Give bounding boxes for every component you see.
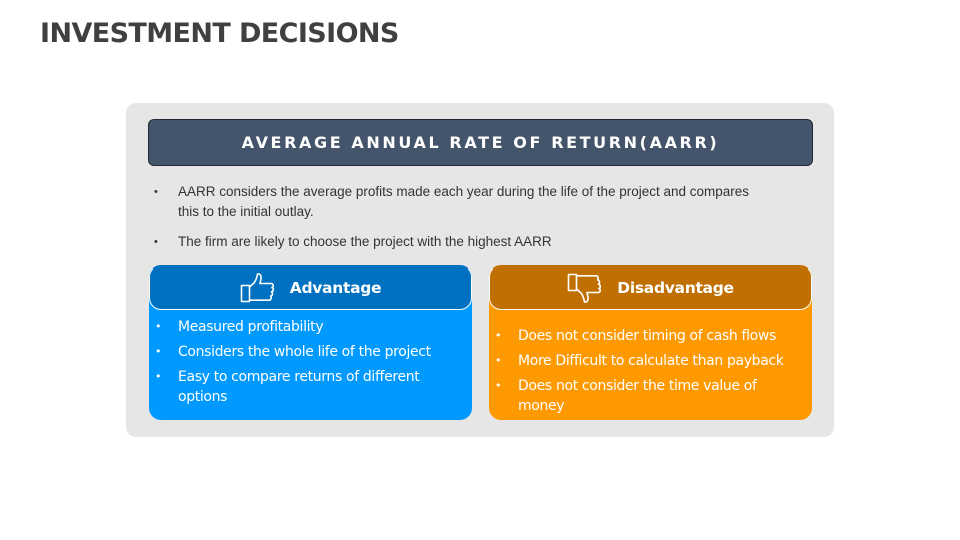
intro-bullet-text: AARR considers the average profits made … [178,184,750,219]
bullet-icon: • [495,379,502,392]
thumbs-up-icon [240,272,276,304]
advantage-card: Advantage • Measured profitability • Con… [149,265,472,420]
disadvantage-item-text: More Difficult to calculate than payback [518,353,784,369]
disadvantage-item: • More Difficult to calculate than payba… [489,351,812,371]
bullet-icon: • [154,186,158,198]
disadvantage-item-text: Does not consider timing of cash flows [518,328,776,344]
intro-bullet-item: • AARR considers the average profits mad… [152,182,772,222]
disadvantage-title: Disadvantage [617,278,734,297]
section-header-bar: AVERAGE ANNUAL RATE OF RETURN(AARR) [148,119,813,166]
disadvantage-card: Disadvantage • Does not consider timing … [489,265,812,420]
advantage-item: • Easy to compare returns of different o… [149,367,472,407]
advantage-title: Advantage [289,278,382,297]
advantage-list: • Measured profitability • Considers the… [149,317,472,412]
advantage-card-header: Advantage [149,265,472,310]
intro-bullet-list: • AARR considers the average profits mad… [152,182,772,262]
slide-title: INVESTMENT DECISIONS [40,18,399,49]
advantage-item-text: Easy to compare returns of different opt… [178,369,420,405]
disadvantage-item-text: Does not consider the time value of mone… [518,378,757,414]
bullet-icon: • [495,329,502,342]
bullet-icon: • [154,236,158,248]
bullet-icon: • [155,370,162,383]
advantage-item: • Considers the whole life of the projec… [149,342,472,362]
bullet-icon: • [155,320,162,333]
advantage-item-text: Considers the whole life of the project [178,344,431,360]
advantage-item: • Measured profitability [149,317,472,337]
advantage-item-text: Measured profitability [178,319,324,335]
section-header-title: AVERAGE ANNUAL RATE OF RETURN(AARR) [241,133,720,152]
bullet-icon: • [155,345,162,358]
thumbs-down-icon [567,272,603,304]
disadvantage-item: • Does not consider the time value of mo… [489,376,812,416]
bullet-icon: • [495,354,502,367]
disadvantage-item: • Does not consider timing of cash flows [489,326,812,346]
intro-bullet-text: The firm are likely to choose the projec… [178,234,552,249]
intro-bullet-item: • The firm are likely to choose the proj… [152,232,772,252]
disadvantage-card-header: Disadvantage [489,265,812,310]
disadvantage-list: • Does not consider timing of cash flows… [489,326,812,420]
